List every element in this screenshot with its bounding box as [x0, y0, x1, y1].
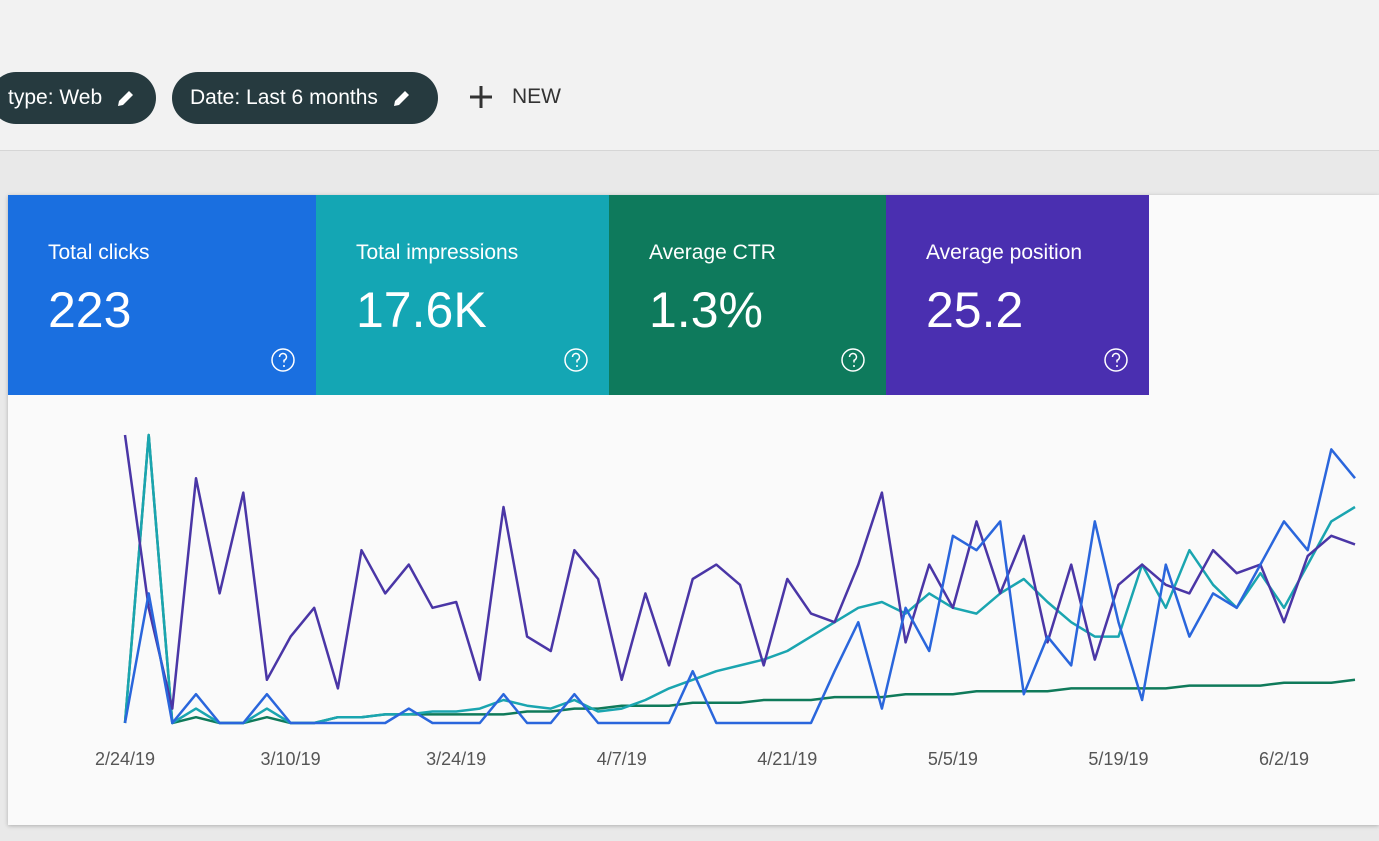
metric-card[interactable]: Average CTR 1.3%	[609, 195, 886, 395]
help-icon[interactable]	[270, 347, 296, 373]
plus-icon	[470, 86, 492, 108]
x-tick-label: 4/21/19	[757, 749, 817, 769]
x-tick-label: 3/10/19	[261, 749, 321, 769]
performance-panel: Total clicks 223 Total impressions 17.6K Ave…	[8, 195, 1379, 825]
series-line	[123, 448, 1356, 725]
x-tick-label: 5/5/19	[928, 749, 978, 769]
new-filter-button[interactable]: NEW	[468, 84, 561, 110]
edit-icon	[118, 91, 134, 106]
filter-bar: type: Web Date: Last 6 months NEW	[0, 0, 1379, 151]
metric-value: 223	[48, 282, 132, 338]
performance-chart: 2/24/19 3/10/19 3/24/19 4/7/19 4/21/19 5/5/19…	[95, 433, 1356, 769]
metric-value: 17.6K	[356, 282, 487, 338]
x-tick-label: 4/7/19	[597, 749, 647, 769]
metric-value: 25.2	[926, 282, 1024, 338]
filter-chip[interactable]: Date: Last 6 months	[172, 72, 438, 124]
x-tick-label: 5/19/19	[1088, 749, 1148, 769]
filter-chip[interactable]: type: Web	[0, 72, 156, 124]
edit-icon	[393, 91, 409, 106]
metric-label: Total clicks	[48, 241, 150, 264]
help-icon[interactable]	[1103, 347, 1129, 373]
metric-card[interactable]: Total clicks 223	[8, 195, 316, 395]
metric-label: Average position	[926, 241, 1083, 264]
metric-value: 1.3%	[649, 282, 763, 338]
x-tick-label: 2/24/19	[95, 749, 155, 769]
help-icon[interactable]	[563, 347, 589, 373]
help-icon[interactable]	[840, 347, 866, 373]
series-line	[123, 433, 1356, 725]
new-label: NEW	[512, 85, 561, 108]
metric-label: Average CTR	[649, 241, 776, 264]
metric-label: Total impressions	[356, 241, 519, 264]
metric-card[interactable]: Average position 25.2	[886, 195, 1149, 395]
chip-label: type: Web	[8, 86, 103, 109]
x-tick-label: 3/24/19	[426, 749, 486, 769]
series-line	[123, 434, 1356, 710]
chip-label: Date: Last 6 months	[190, 86, 378, 109]
metric-card[interactable]: Total impressions 17.6K	[316, 195, 609, 395]
x-tick-label: 6/2/19	[1259, 749, 1309, 769]
